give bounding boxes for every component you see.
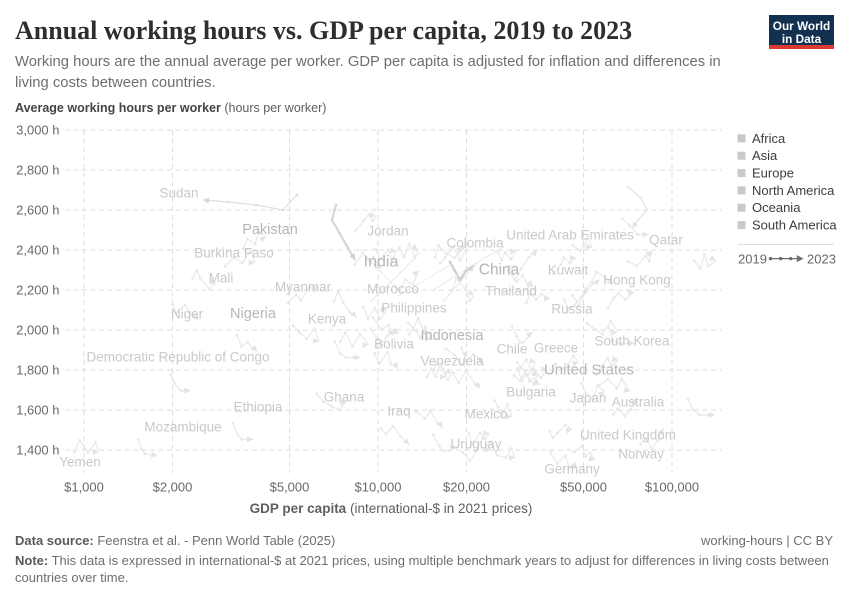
svg-text:$10,000: $10,000 xyxy=(355,480,402,495)
svg-text:Germany: Germany xyxy=(544,462,600,477)
svg-text:United States: United States xyxy=(544,362,634,379)
svg-text:Democratic Republic of Congo: Democratic Republic of Congo xyxy=(86,350,269,365)
svg-text:Kuwait: Kuwait xyxy=(548,263,589,278)
svg-text:Venezuela: Venezuela xyxy=(420,354,484,369)
svg-text:2019: 2019 xyxy=(738,251,767,266)
svg-text:Thailand: Thailand xyxy=(485,284,537,299)
svg-text:Africa: Africa xyxy=(752,131,786,146)
svg-text:Sudan: Sudan xyxy=(159,186,198,201)
svg-text:Chile: Chile xyxy=(497,342,528,357)
svg-text:Iraq: Iraq xyxy=(387,404,410,419)
svg-text:$100,000: $100,000 xyxy=(645,480,699,495)
svg-text:China: China xyxy=(479,262,520,279)
svg-text:1,800 h: 1,800 h xyxy=(16,363,59,378)
svg-text:3,000 h: 3,000 h xyxy=(16,123,59,138)
svg-text:Philippines: Philippines xyxy=(381,301,447,316)
svg-text:Bolivia: Bolivia xyxy=(374,337,414,352)
svg-text:$50,000: $50,000 xyxy=(560,480,607,495)
svg-text:Russia: Russia xyxy=(551,302,593,317)
svg-text:Mexico: Mexico xyxy=(465,407,508,422)
svg-text:Burkina Faso: Burkina Faso xyxy=(194,246,274,261)
svg-text:$1,000: $1,000 xyxy=(64,480,104,495)
svg-text:2,000 h: 2,000 h xyxy=(16,323,59,338)
svg-text:2,600 h: 2,600 h xyxy=(16,203,59,218)
svg-text:Ethiopia: Ethiopia xyxy=(234,400,283,415)
svg-text:$20,000: $20,000 xyxy=(443,480,490,495)
svg-text:United Kingdom: United Kingdom xyxy=(580,428,676,443)
svg-text:2023: 2023 xyxy=(807,251,836,266)
svg-text:2,200 h: 2,200 h xyxy=(16,283,59,298)
svg-text:Mali: Mali xyxy=(209,271,234,286)
svg-text:Oceania: Oceania xyxy=(752,200,801,215)
svg-text:Bulgaria: Bulgaria xyxy=(506,385,556,400)
svg-text:Uruguay: Uruguay xyxy=(450,437,501,452)
svg-text:South Korea: South Korea xyxy=(594,334,670,349)
svg-text:Kenya: Kenya xyxy=(308,312,347,327)
svg-text:Pakistan: Pakistan xyxy=(242,222,298,238)
svg-text:South America: South America xyxy=(752,218,837,233)
svg-text:Niger: Niger xyxy=(171,307,204,322)
svg-text:India: India xyxy=(364,254,399,271)
svg-text:2,800 h: 2,800 h xyxy=(16,163,59,178)
svg-text:$5,000: $5,000 xyxy=(270,480,310,495)
svg-text:North America: North America xyxy=(752,183,835,198)
svg-text:Colombia: Colombia xyxy=(446,236,504,251)
svg-text:Indonesia: Indonesia xyxy=(421,328,485,344)
svg-text:Qatar: Qatar xyxy=(649,233,683,248)
svg-text:$2,000: $2,000 xyxy=(153,480,193,495)
svg-text:Japan: Japan xyxy=(570,391,607,406)
svg-text:Morocco: Morocco xyxy=(367,282,419,297)
svg-text:Norway: Norway xyxy=(618,447,664,462)
svg-text:Hong Kong: Hong Kong xyxy=(603,273,671,288)
svg-text:Europe: Europe xyxy=(752,166,794,181)
svg-text:Australia: Australia xyxy=(612,395,665,410)
svg-text:2,400 h: 2,400 h xyxy=(16,243,59,258)
svg-text:Greece: Greece xyxy=(534,341,578,356)
svg-text:Yemen: Yemen xyxy=(59,455,101,470)
svg-text:Mozambique: Mozambique xyxy=(144,420,221,435)
svg-text:1,400 h: 1,400 h xyxy=(16,443,59,458)
svg-text:Nigeria: Nigeria xyxy=(230,306,277,322)
svg-text:Jordan: Jordan xyxy=(367,224,408,239)
svg-text:United Arab Emirates: United Arab Emirates xyxy=(506,228,634,243)
svg-text:Myanmar: Myanmar xyxy=(275,280,332,295)
svg-text:Asia: Asia xyxy=(752,148,778,163)
svg-text:Ghana: Ghana xyxy=(324,390,365,405)
svg-text:1,600 h: 1,600 h xyxy=(16,403,59,418)
